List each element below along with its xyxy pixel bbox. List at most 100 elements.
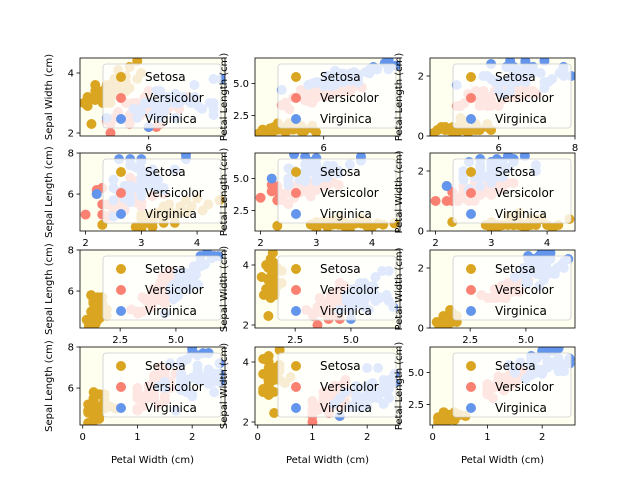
x-tick-label: 1 [484,432,490,443]
y-tick-label: 2.5 [233,111,249,122]
y-axis-label: Petal Length (cm) [219,148,230,237]
y-tick-label: 4 [243,261,249,272]
y-axis-label: Sepal Length (cm) [44,340,55,432]
legend-label-versicolor: Versicolor [145,186,204,200]
legend-marker-setosa [291,72,301,82]
x-tick-label: 5.0 [168,335,184,346]
y-tick-label: 8 [68,149,74,160]
legend: Setosa Versicolor Virginica [452,158,572,224]
legend-label-virginica: Virginica [145,304,197,318]
legend-label-virginica: Virginica [320,304,372,318]
subplot-r3c1: 0 1 2 2 4 Sepal Width (cm) Petal Width (cm) Set… [219,343,401,466]
legend-marker-virginica [116,403,126,413]
legend-marker-virginica [116,209,126,219]
x-tick-label: 2 [257,238,263,249]
y-tick-label: 2 [243,418,249,429]
subplot-r0c2: 6 8 0 2 Petal Length (cm) Setosa Versicolor Vir… [394,53,578,154]
virginica-point [91,189,102,200]
setosa-point [90,92,101,102]
legend-label-setosa: Setosa [145,70,186,84]
axes-frame [429,57,576,137]
versicolor-point [430,196,441,206]
legend: Setosa Versicolor Virginica [277,352,397,418]
virginica-point [553,347,564,354]
legend-marker-versicolor [116,93,126,103]
y-tick-label: 5.0 [233,79,249,90]
virginica-point [180,153,191,161]
y-axis-label: Sepal Width (cm) [219,246,230,332]
axes-frame [79,57,226,137]
x-tick-label: 3 [488,238,494,249]
virginica-point [289,153,300,160]
legend-box [277,158,397,224]
y-tick-label: 2 [418,167,424,178]
x-axis-label: Petal Width (cm) [111,455,194,466]
legend-label-versicolor: Versicolor [320,380,379,394]
y-tick-label: 4 [68,69,74,80]
y-tick-label: 8 [68,343,74,354]
legend-marker-versicolor [466,188,476,198]
y-tick-label: 6 [68,287,74,298]
setosa-point [440,317,451,327]
legend-marker-versicolor [291,382,301,392]
setosa-point [257,125,268,136]
subplot-r3c0: 0 1 2 6 8 Sepal Length (cm) Petal Width (cm) Se… [44,340,226,466]
x-tick-label: 6 [145,143,151,154]
legend-label-versicolor: Versicolor [495,186,554,200]
x-tick-label: 3 [313,238,319,249]
setosa-point [263,378,274,388]
legend-box [452,63,572,129]
legend: Setosa Versicolor Virginica [102,63,222,129]
legend-box [452,158,572,224]
legend-box [277,352,397,418]
legend-marker-virginica [291,209,301,219]
versicolor-point [80,209,91,220]
x-tick-label: 0 [255,432,261,443]
y-tick-label: 2 [418,72,424,83]
legend-label-versicolor: Versicolor [320,91,379,105]
y-tick-label: 2 [243,321,249,332]
legend-marker-virginica [466,403,476,413]
legend-label-setosa: Setosa [320,165,361,179]
legend-box [102,63,222,129]
subplot-r2c1: 2.5 5.0 2 4 Sepal Width (cm) Setosa Versicolor… [219,246,401,346]
legend-box [102,255,222,321]
legend: Setosa Versicolor Virginica [102,158,222,224]
legend: Setosa Versicolor Virginica [102,352,222,418]
legend-box [102,352,222,418]
legend-label-virginica: Virginica [145,112,197,126]
legend-label-versicolor: Versicolor [495,283,554,297]
y-tick-label: 2 [68,129,74,140]
setosa-point [263,351,274,361]
subplot-r1c0: 2 3 4 6 8 Sepal Length (cm) Setosa Versicolor Vi… [44,146,226,249]
legend-box [277,255,397,321]
legend-label-setosa: Setosa [145,359,186,373]
axes-frame [429,346,576,426]
legend-label-versicolor: Versicolor [320,186,379,200]
y-tick-label: 2 [418,264,424,275]
legend-label-setosa: Setosa [495,262,536,276]
versicolor-point [255,192,266,203]
x-tick-label: 2 [189,432,195,443]
legend-marker-virginica [466,306,476,316]
legend-label-versicolor: Versicolor [145,283,204,297]
legend-marker-virginica [291,114,301,124]
legend-marker-setosa [116,72,126,82]
y-axis-label: Petal Width (cm) [394,247,405,330]
legend: Setosa Versicolor Virginica [277,255,397,321]
y-tick-label: 5.0 [233,174,249,185]
setosa-point [86,119,97,129]
y-tick-label: 0 [418,227,424,238]
y-tick-label: 8 [68,246,74,257]
legend-box [452,352,572,418]
x-tick-label: 2.5 [287,335,303,346]
legend: Setosa Versicolor Virginica [102,255,222,321]
legend-marker-setosa [291,264,301,274]
legend-marker-setosa [116,361,126,371]
legend-marker-versicolor [291,188,301,198]
x-tick-label: 1 [134,432,140,443]
legend-marker-virginica [466,209,476,219]
x-tick-label: 6 [495,143,501,154]
setosa-point [269,408,280,418]
